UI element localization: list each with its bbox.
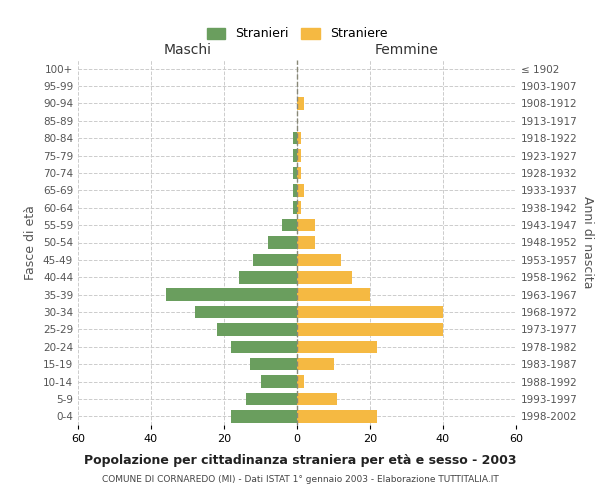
Bar: [239, 271, 297, 283]
Text: COMUNE DI CORNAREDO (MI) - Dati ISTAT 1° gennaio 2003 - Elaborazione TUTTITALIA.: COMUNE DI CORNAREDO (MI) - Dati ISTAT 1°…: [101, 475, 499, 484]
Bar: [232, 340, 297, 353]
Bar: [293, 150, 297, 162]
Bar: [297, 271, 352, 283]
Bar: [297, 166, 301, 179]
Bar: [297, 306, 443, 318]
Bar: [195, 306, 297, 318]
Text: Femmine: Femmine: [374, 42, 439, 56]
Bar: [293, 202, 297, 214]
Bar: [297, 132, 301, 144]
Bar: [297, 340, 377, 353]
Bar: [297, 288, 370, 301]
Bar: [293, 184, 297, 196]
Bar: [297, 202, 301, 214]
Text: Popolazione per cittadinanza straniera per età e sesso - 2003: Popolazione per cittadinanza straniera p…: [84, 454, 516, 467]
Bar: [297, 97, 304, 110]
Bar: [297, 410, 377, 422]
Bar: [297, 358, 334, 370]
Y-axis label: Fasce di età: Fasce di età: [25, 205, 37, 280]
Legend: Stranieri, Straniere: Stranieri, Straniere: [202, 22, 392, 46]
Bar: [297, 184, 304, 196]
Y-axis label: Anni di nascita: Anni di nascita: [581, 196, 594, 289]
Bar: [253, 254, 297, 266]
Bar: [297, 236, 315, 249]
Bar: [293, 166, 297, 179]
Bar: [297, 392, 337, 405]
Text: Maschi: Maschi: [163, 42, 212, 56]
Bar: [250, 358, 297, 370]
Bar: [293, 132, 297, 144]
Bar: [246, 392, 297, 405]
Bar: [260, 376, 297, 388]
Bar: [297, 254, 341, 266]
Bar: [217, 323, 297, 336]
Bar: [297, 219, 315, 232]
Bar: [268, 236, 297, 249]
Bar: [297, 323, 443, 336]
Bar: [297, 150, 301, 162]
Bar: [232, 410, 297, 422]
Bar: [297, 376, 304, 388]
Bar: [166, 288, 297, 301]
Bar: [283, 219, 297, 232]
